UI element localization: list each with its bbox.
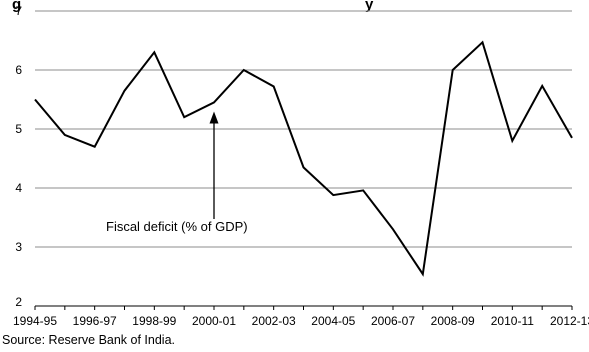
x-tick-label: 2002-03: [252, 314, 296, 328]
x-tick-label: 1994-95: [13, 314, 57, 328]
x-tick-label: 2004-05: [311, 314, 355, 328]
source-note: Source: Reserve Bank of India.: [2, 333, 176, 347]
y-tick-label: 7: [15, 4, 22, 18]
x-tick-label: 2006-07: [371, 314, 415, 328]
x-axis: [34, 305, 573, 310]
x-axis-tick-labels: 1994-95 1996-97 1998-99 2000-01 2002-03 2004-…: [13, 314, 589, 328]
x-tick-label: 1996-97: [73, 314, 117, 328]
x-tick-label: 2010-11: [491, 314, 534, 328]
y-tick-label: 6: [15, 63, 22, 77]
x-tick-label: 2008-09: [431, 314, 475, 328]
y-tick-label: 3: [15, 240, 22, 254]
x-tick-label: 2012-13: [550, 314, 589, 328]
y-tick-label: 5: [15, 122, 22, 136]
cropped-title: g y: [12, 0, 374, 13]
series-line: [34, 40, 573, 277]
annotation-label: Fiscal deficit (% of GDP): [106, 219, 248, 234]
x-tick-label: 1998-99: [132, 314, 176, 328]
y-axis-tick-labels: 2 3 4 5 6 7: [15, 4, 22, 309]
series-lines: [34, 40, 573, 277]
annotation: Fiscal deficit (% of GDP): [106, 111, 248, 234]
y-tick-label: 4: [15, 181, 22, 195]
x-tick-label: 2000-01: [192, 314, 236, 328]
title-fragment: g: [12, 0, 21, 13]
annotation-arrowhead: [209, 111, 219, 124]
title-fragment: y: [365, 0, 374, 13]
gridlines: [35, 10, 572, 248]
y-tick-label: 2: [15, 295, 22, 309]
